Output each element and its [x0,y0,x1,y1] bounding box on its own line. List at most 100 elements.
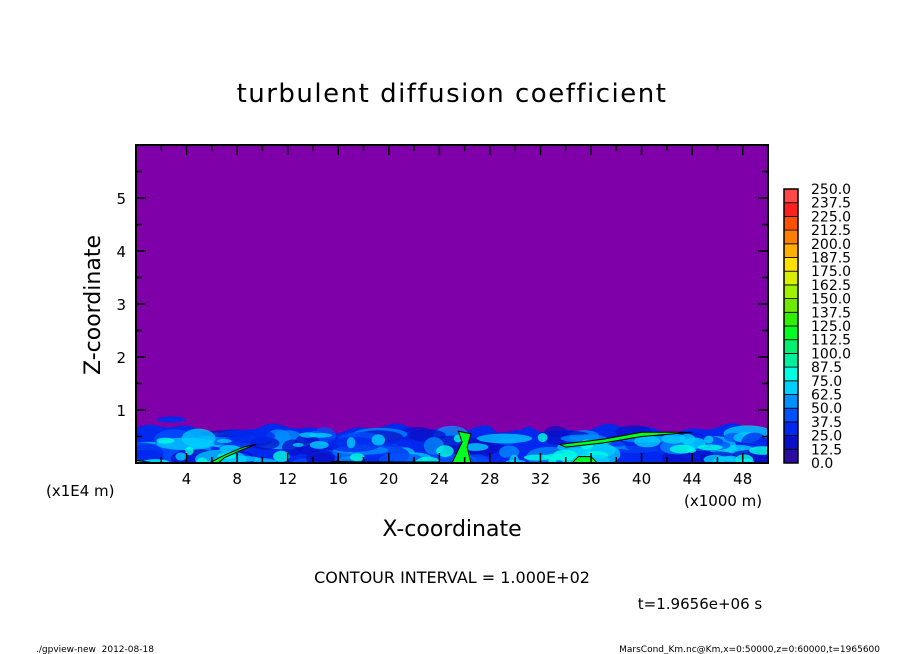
colorbar-cell [783,435,799,450]
field-blob-high [537,433,548,443]
colorbar-cell [783,352,799,368]
time-label: t=1.9656e+06 s [638,595,763,613]
field-blob-high [661,433,686,444]
colorbar-label: 175.0 [811,264,851,280]
y-tick-label: 5 [116,190,126,208]
x-unit-label: (x1000 m) [684,492,762,510]
contour-field [136,416,768,463]
field-blob-high [703,454,726,463]
contour-100-region [557,431,693,448]
x-tick-label: 4 [182,470,192,488]
colorbar-cell [783,298,799,313]
field-blob-high [669,444,695,454]
colorbar-label: 12.5 [811,442,842,458]
field-blob-high [185,446,194,456]
field-blob-high [371,434,386,446]
footer-left: ./gpview-new 2012-08-18 [36,645,154,654]
colorbar-cell [783,215,799,231]
y-tick-label: 4 [116,243,126,261]
field-blob-high [704,435,714,444]
x-tick-label: 12 [278,470,297,488]
colorbar-label: 37.5 [811,415,842,431]
x-tick-label: 8 [232,470,242,488]
colorbar-label: 75.0 [811,374,842,390]
colorbar-label: 25.0 [811,429,842,445]
colorbar-label: 137.5 [811,305,851,321]
field-blob-high [697,444,723,451]
field-blob [378,452,423,463]
field-blob-high [175,452,187,461]
colorbar-cell [783,366,799,382]
colorbar-label: 187.5 [811,251,851,267]
y-unit-label: (x1E4 m) [46,482,115,500]
colorbar-cell [783,407,799,423]
field-blob-high [523,454,552,461]
field-blob-high [156,437,175,444]
x-tick-label: 44 [683,470,702,488]
colorbar-label: 0.0 [811,456,833,472]
field-blob-high [462,443,489,451]
x-tick-label: 48 [733,470,752,488]
footer-right: MarsCond_Km.nc@Km,x=0:50000,z=0:60000,t=… [619,645,880,654]
field-blob [136,442,164,463]
colorbar-cell [783,188,799,204]
y-tick-label: 2 [116,349,126,367]
field-blob-high [735,454,754,463]
field-blob-high [273,450,290,462]
colorbar-cell [783,394,799,409]
colorbar-label: 100.0 [811,346,851,362]
colorbar-label: 87.5 [811,360,842,376]
x-tick-label: 16 [329,470,348,488]
y-tick-label: 1 [116,402,126,420]
field-blob-high [634,435,661,448]
field-blob [228,429,276,444]
field-blob [385,438,421,448]
field-blob [294,433,321,455]
y-tick-label: 3 [116,296,126,314]
x-tick-label: 24 [430,470,449,488]
colorbar-label: 237.5 [811,196,851,212]
colorbar-label: 112.5 [811,333,851,349]
field-blob-high [749,446,768,455]
colorbar-label: 62.5 [811,388,842,404]
colorbar-cell [783,270,799,286]
colorbar-label: 50.0 [811,401,842,417]
field-blob-high [436,445,454,457]
colorbar-cell [783,311,799,327]
field-blob-high [299,432,317,438]
x-tick-label: 40 [632,470,651,488]
colorbar-cell [783,284,799,299]
colorbar-cell [783,380,799,395]
field-blob-high [196,457,208,463]
field-blob-high [292,442,304,448]
colorbar-label: 250.0 [811,182,851,198]
field-blob-high [509,454,519,463]
colorbar-cell [783,202,799,217]
colorbar-cell [783,339,799,354]
field-blob-high [346,437,356,449]
colorbar: 0.012.525.037.550.062.575.087.5100.0112.… [783,182,851,472]
colorbar-frame [783,188,799,464]
colorbar-cell [783,243,799,258]
chart-title: turbulent diffusion coefficient [237,79,668,109]
contour-100-region [451,430,472,463]
colorbar-cell [783,325,799,341]
colorbar-label: 125.0 [811,319,851,335]
x-axis-label: X-coordinate [382,517,521,542]
field-blob-high [309,440,329,449]
field-blob-high [552,449,578,461]
colorbar-cell [783,421,799,436]
colorbar-label: 212.5 [811,223,851,239]
contour-interval: CONTOUR INTERVAL = 1.000E+02 [314,568,590,587]
field-blob [476,433,532,444]
x-tick-label: 32 [531,470,550,488]
y-axis-label: Z-coordinate [81,235,106,375]
x-tick-label: 20 [379,470,398,488]
field-blob-high [349,453,365,462]
field-blob [181,428,216,448]
field-blob-high [723,455,738,462]
colorbar-cell [783,448,799,464]
